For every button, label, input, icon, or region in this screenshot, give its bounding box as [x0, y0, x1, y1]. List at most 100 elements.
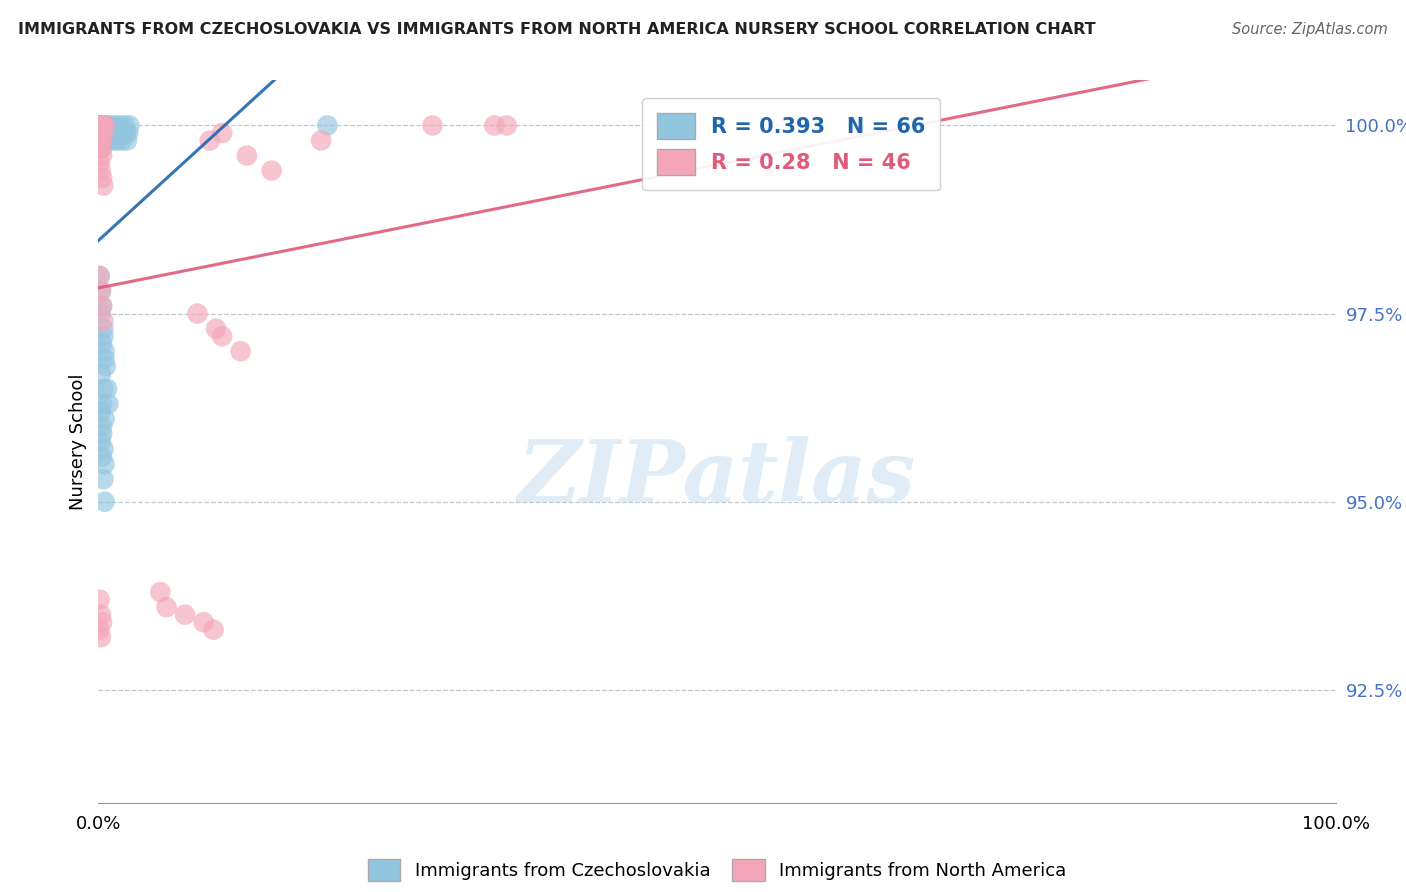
Point — [93, 126, 115, 140]
Point — [198, 134, 221, 148]
Point — [93, 382, 115, 396]
Point — [89, 134, 111, 148]
Point — [91, 119, 114, 133]
Point — [193, 615, 215, 630]
Point — [93, 321, 115, 335]
Point — [100, 126, 122, 140]
Point — [89, 141, 111, 155]
Point — [236, 148, 259, 162]
Text: ZIPatlas: ZIPatlas — [517, 436, 917, 519]
Point — [91, 141, 114, 155]
Point — [422, 119, 444, 133]
Point — [93, 344, 115, 359]
Point — [93, 457, 115, 471]
Point — [174, 607, 197, 622]
Point — [202, 623, 225, 637]
Point — [89, 126, 111, 140]
Point — [89, 119, 111, 133]
Point — [89, 268, 111, 283]
Point — [93, 351, 115, 366]
Point — [90, 126, 112, 140]
Point — [117, 126, 139, 140]
Point — [93, 314, 115, 328]
Point — [93, 119, 115, 133]
Point — [91, 134, 114, 148]
Point — [87, 119, 110, 133]
Point — [90, 367, 112, 381]
Point — [91, 397, 114, 411]
Point — [91, 336, 114, 351]
Legend: Immigrants from Czechoslovakia, Immigrants from North America: Immigrants from Czechoslovakia, Immigran… — [360, 852, 1074, 888]
Point — [89, 119, 111, 133]
Point — [89, 126, 111, 140]
Point — [97, 126, 120, 140]
Point — [260, 163, 283, 178]
Point — [98, 119, 121, 133]
Point — [90, 284, 112, 298]
Point — [93, 412, 115, 426]
Point — [90, 141, 112, 155]
Point — [103, 119, 125, 133]
Point — [93, 119, 115, 133]
Point — [89, 119, 111, 133]
Point — [93, 329, 115, 343]
Point — [90, 134, 112, 148]
Point — [93, 442, 115, 456]
Point — [110, 126, 132, 140]
Point — [90, 163, 112, 178]
Point — [111, 134, 134, 148]
Point — [91, 427, 114, 442]
Point — [90, 630, 112, 644]
Point — [94, 126, 117, 140]
Point — [211, 126, 233, 140]
Point — [90, 126, 112, 140]
Point — [91, 419, 114, 434]
Point — [90, 126, 112, 140]
Point — [316, 119, 339, 133]
Point — [103, 126, 125, 140]
Point — [93, 178, 115, 193]
Point — [108, 119, 131, 133]
Point — [155, 600, 177, 615]
Point — [89, 592, 111, 607]
Point — [91, 148, 114, 162]
Point — [96, 382, 118, 396]
Point — [90, 141, 112, 155]
Point — [93, 119, 115, 133]
Point — [112, 126, 135, 140]
Point — [114, 126, 136, 140]
Point — [229, 344, 252, 359]
Point — [93, 119, 115, 133]
Point — [211, 329, 233, 343]
Point — [91, 299, 114, 313]
Point — [104, 126, 127, 140]
Point — [90, 119, 112, 133]
Point — [91, 134, 114, 148]
Point — [105, 134, 128, 148]
Point — [91, 119, 114, 133]
Point — [309, 134, 332, 148]
Point — [90, 284, 112, 298]
Point — [205, 321, 228, 335]
Text: Source: ZipAtlas.com: Source: ZipAtlas.com — [1232, 22, 1388, 37]
Point — [495, 119, 517, 133]
Point — [91, 126, 114, 140]
Point — [90, 134, 112, 148]
Point — [97, 397, 120, 411]
Point — [94, 134, 117, 148]
Point — [91, 126, 114, 140]
Point — [90, 404, 112, 418]
Point — [90, 307, 112, 321]
Point — [118, 119, 141, 133]
Point — [94, 359, 117, 374]
Point — [186, 307, 208, 321]
Point — [107, 126, 129, 140]
Point — [91, 615, 114, 630]
Point — [484, 119, 506, 133]
Point — [89, 134, 111, 148]
Point — [90, 607, 112, 622]
Point — [93, 126, 115, 140]
Point — [89, 623, 111, 637]
Point — [115, 134, 138, 148]
Point — [89, 156, 111, 170]
